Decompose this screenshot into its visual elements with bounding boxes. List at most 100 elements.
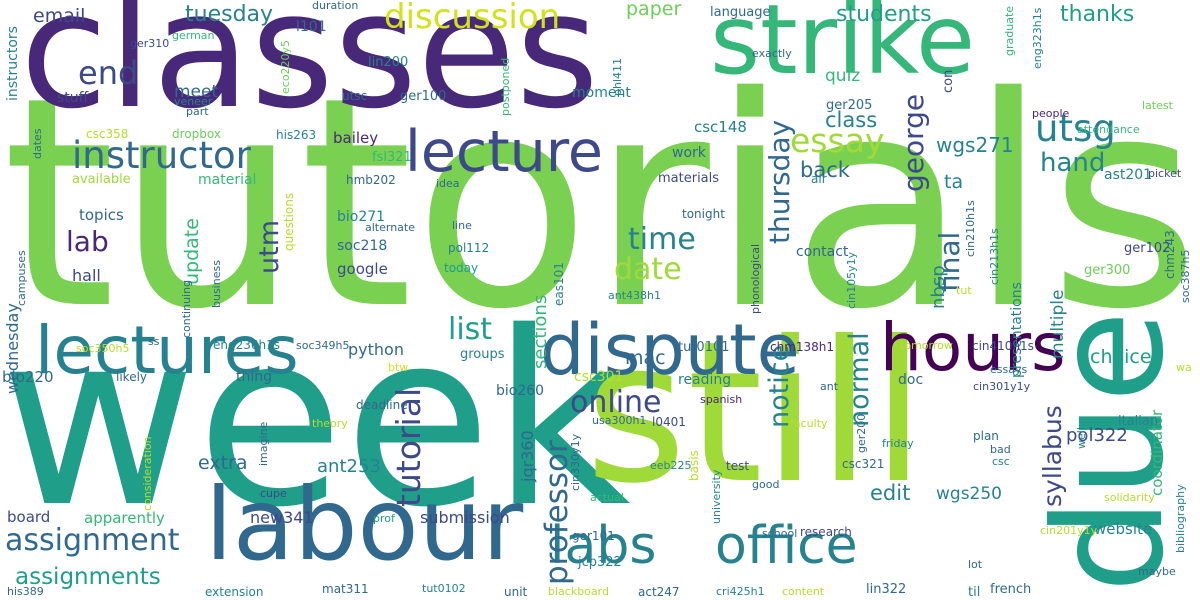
word-contact: contact — [796, 244, 849, 260]
word-test: test — [726, 459, 750, 473]
word-extension: extension — [205, 585, 264, 599]
word-materials: materials — [658, 171, 720, 186]
word-date: date — [614, 252, 682, 287]
word-tomorrow: tomorrow — [900, 339, 953, 352]
word-csc358: csc358 — [86, 127, 129, 141]
word-utm: utm — [254, 220, 285, 274]
word-bio271: bio271 — [337, 209, 386, 225]
word-csc301: csc301 — [574, 369, 624, 385]
word-usa300h1: usa300h1 — [592, 414, 647, 427]
word-jqr360: jqr360 — [518, 430, 537, 482]
word-groups: groups — [460, 347, 505, 362]
word-eng236h1s: eng236h1s — [213, 338, 281, 352]
word-lectures: lectures — [35, 312, 299, 389]
word-essay: essay — [790, 121, 885, 160]
word-continuing: continuing — [180, 279, 193, 338]
word-cin301y1y: cin301y1y — [973, 380, 1031, 393]
word-soc349h5: soc349h5 — [296, 339, 350, 352]
word-dates: dates — [31, 128, 44, 159]
word-bio220: bio220 — [2, 368, 54, 386]
word-til: til — [968, 585, 981, 600]
word-ger100: ger100 — [400, 89, 447, 104]
word-fsl321: fsl321 — [372, 150, 412, 165]
word-end: end — [78, 54, 139, 92]
word-l0401: l0401 — [652, 415, 686, 429]
word-unit: unit — [504, 585, 528, 599]
word-dropbox: dropbox — [172, 127, 221, 141]
word-italian: italian — [1118, 414, 1159, 429]
word-line: line — [452, 219, 472, 232]
word-bio260: bio260 — [496, 383, 545, 399]
word-prof: prof — [373, 512, 395, 525]
word-hand: hand — [1040, 148, 1106, 178]
word-cri425h1: cri425h1 — [716, 585, 765, 598]
word-dispute: dispute — [540, 309, 800, 391]
word-duration: duration — [312, 0, 359, 12]
word-utsc: utsc — [342, 89, 368, 103]
word-multiple: multiple — [1048, 289, 1068, 359]
word-pol112: pol112 — [448, 241, 490, 255]
word-instructors: instructors — [5, 26, 21, 101]
word-time: time — [628, 222, 696, 257]
word-campuses: campuses — [15, 250, 28, 306]
word-questions: questions — [282, 192, 296, 251]
word-cin410h1s: cin410h1s — [972, 339, 1034, 353]
word-lin322: lin322 — [866, 582, 907, 597]
word-essays: essays — [990, 363, 1028, 376]
word-cupe: cupe — [260, 487, 287, 500]
word-ta: ta — [944, 171, 964, 193]
word-phonological: phonological — [749, 243, 762, 314]
word-lot: lot — [968, 558, 983, 571]
word-ger300: ger300 — [1084, 263, 1131, 278]
word-csc: csc — [992, 455, 1010, 468]
word-lin200: lin200 — [368, 55, 409, 70]
word-act247: act247 — [638, 585, 680, 599]
word-bibliography: bibliography — [1174, 484, 1187, 553]
word-csc148: csc148 — [694, 118, 747, 136]
word-office: office — [715, 516, 858, 576]
word-cin201y1y: cin201y1y — [1040, 524, 1098, 537]
word-eng323h1s: eng323h1s — [1031, 7, 1044, 69]
word-his389: his389 — [7, 585, 44, 598]
word-thanks: thanks — [1060, 2, 1135, 27]
word-wgs250: wgs250 — [936, 484, 1002, 504]
word-basis: basis — [687, 450, 701, 481]
word-back: back — [800, 158, 850, 182]
word-part: part — [186, 105, 209, 118]
word-maybe: maybe — [1138, 565, 1176, 578]
word-university: university — [710, 469, 723, 524]
word-wa: wa — [1176, 361, 1192, 374]
word-ger102: ger102 — [1124, 241, 1171, 256]
word-btw: btw — [388, 361, 409, 374]
word-pol322: pol322 — [1066, 425, 1128, 446]
word-phl411: phl411 — [611, 57, 624, 96]
word-deadline: deadline — [356, 398, 408, 412]
word-labour: labour — [205, 466, 524, 583]
word-cin330y1y: cin330y1y — [569, 433, 582, 491]
word-people: people — [1032, 107, 1070, 120]
word-bad: bad — [990, 443, 1011, 456]
word-strike: strike — [710, 0, 976, 96]
word-topics: topics — [79, 206, 124, 224]
word-notice: notice — [764, 344, 795, 428]
word-french: french — [990, 582, 1032, 597]
word-ger310: ger310 — [130, 37, 170, 50]
word-list: list — [448, 312, 493, 347]
word-ant438h1: ant438h1 — [608, 289, 661, 302]
word-latest: latest — [1142, 99, 1173, 112]
word-tuesday: tuesday — [185, 2, 274, 27]
word-choice: choice — [1090, 346, 1152, 368]
word-german: german — [172, 29, 215, 42]
word-bailey: bailey — [333, 129, 379, 147]
word-thing: thing — [236, 369, 273, 385]
word-lab: lab — [66, 225, 109, 258]
word-air: air — [811, 172, 827, 186]
word-alternate: alternate — [365, 221, 415, 234]
word-content: content — [782, 585, 825, 598]
word-sections: sections — [530, 294, 551, 369]
word-online: online — [570, 385, 662, 420]
word-assignment: assignment — [5, 523, 180, 558]
word-research: research — [800, 525, 852, 539]
word-well: well — [1075, 427, 1088, 449]
word-classes: classes — [20, 0, 599, 144]
